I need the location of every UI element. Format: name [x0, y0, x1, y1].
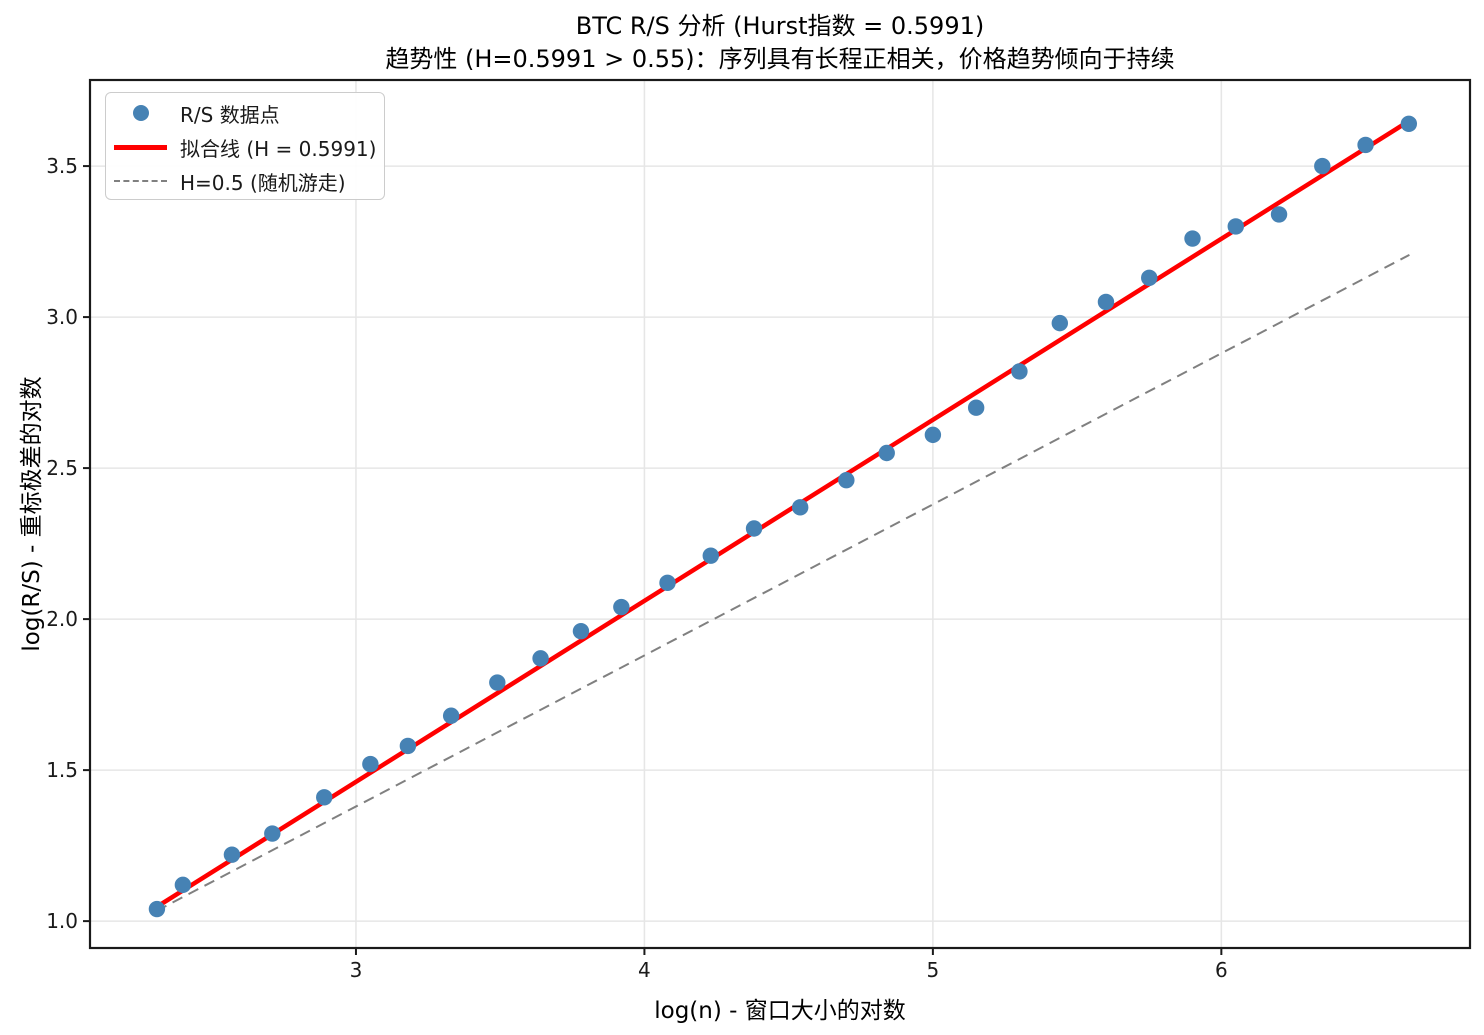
chart-title: BTC R/S 分析 (Hurst指数 = 0.5991) — [575, 12, 985, 40]
legend: R/S 数据点拟合线 (H = 0.5991) H=0.5 (随机游走) — [105, 92, 385, 200]
data-point — [399, 737, 417, 755]
data-point — [1270, 206, 1288, 223]
data-point — [316, 789, 333, 806]
data-point — [659, 574, 676, 592]
x-tick-label: 5 — [927, 958, 940, 982]
data-point — [1227, 218, 1244, 235]
solid-line-icon — [114, 144, 167, 150]
legend-label: R/S 数据点 — [180, 102, 280, 127]
axis-ticks — [83, 165, 1223, 955]
random-walk-reference-line — [156, 253, 1410, 912]
data-point — [878, 444, 895, 462]
data-point — [791, 499, 809, 516]
data-point — [613, 598, 630, 616]
data-point — [362, 755, 379, 773]
data-point — [1184, 230, 1201, 247]
axis-tick-labels: 3 4 5 6 1.0 1.5 2.0 2.5 3.0 3.5 — [46, 154, 1228, 982]
data-point — [532, 650, 549, 667]
dashed-line-icon — [114, 180, 167, 182]
legend-item: H=0.5 (随机游走) — [106, 164, 384, 198]
scatter-marker-icon — [114, 105, 167, 121]
data-point — [223, 846, 241, 863]
x-tick-label: 6 — [1215, 958, 1228, 982]
y-tick-label: 3.5 — [46, 154, 78, 178]
x-tick-label: 4 — [638, 958, 651, 982]
fit-line — [154, 118, 1412, 910]
data-point — [838, 471, 855, 489]
y-tick-label: 1.0 — [46, 909, 78, 933]
y-tick-label: 2.5 — [46, 456, 78, 480]
data-point — [745, 520, 763, 537]
chart-subtitle: 趋势性 (H=0.5991 > 0.55)：序列具有长程正相关，价格趋势倾向于持… — [385, 45, 1175, 73]
y-tick-label: 3.0 — [46, 305, 78, 329]
y-tick-label: 1.5 — [46, 758, 78, 782]
legend-label: H=0.5 (随机游走) — [180, 170, 346, 195]
plot-border — [88, 78, 1472, 950]
data-point — [1141, 269, 1158, 287]
y-tick-label: 2.0 — [46, 607, 78, 631]
hurst-fit-line — [154, 118, 1412, 910]
data-point — [1011, 363, 1028, 380]
data-point — [924, 426, 942, 444]
data-point — [148, 900, 166, 918]
data-point — [1400, 115, 1418, 132]
data-point — [264, 825, 281, 842]
gridlines — [90, 80, 1470, 948]
legend-label: 拟合线 (H = 0.5991) — [180, 136, 377, 161]
data-point — [174, 876, 192, 894]
data-point — [442, 707, 460, 724]
data-point — [1051, 314, 1069, 332]
axes-spines — [88, 78, 1472, 950]
y-axis-label: log(R/S) - 重标极差的对数 — [19, 376, 45, 652]
x-axis-label: log(n) - 窗口大小的对数 — [654, 998, 906, 1024]
legend-item: R/S 数据点 — [106, 96, 384, 130]
scatter-series — [148, 115, 1418, 918]
data-point — [1357, 136, 1374, 154]
x-tick-label: 3 — [350, 958, 363, 982]
data-point — [572, 622, 590, 640]
data-point — [1097, 293, 1115, 311]
data-point — [967, 399, 985, 416]
data-point — [1314, 157, 1331, 175]
chart-title-block: BTC R/S 分析 (Hurst指数 = 0.5991) 趋势性 (H=0.5… — [90, 10, 1470, 76]
data-point — [702, 547, 719, 564]
data-point — [489, 674, 506, 691]
random-walk-line — [156, 253, 1410, 912]
legend-item: 拟合线 (H = 0.5991) — [106, 130, 384, 164]
